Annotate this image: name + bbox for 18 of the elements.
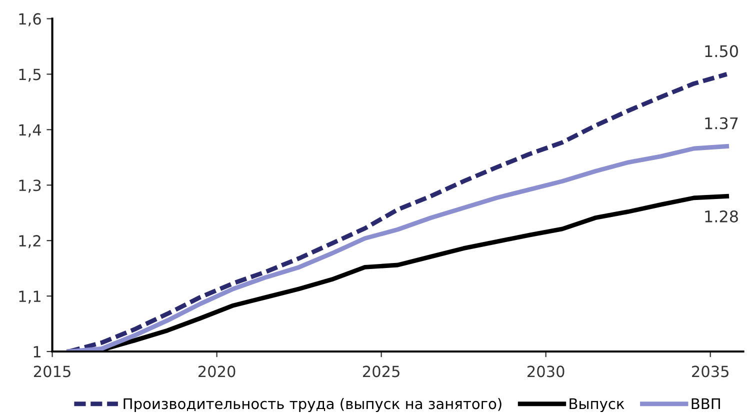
y-tick-label: 1,2: [19, 235, 40, 248]
y-tick-label: 1,5: [19, 68, 41, 82]
data-label: 1.37: [705, 117, 738, 130]
legend-label: Производительность труда (выпуск на занятого): [124, 398, 502, 412]
y-tick-label: 1,6: [19, 13, 41, 26]
legend-label: ВВП: [692, 398, 720, 410]
x-tick-label: 2030: [528, 366, 564, 378]
y-tick-label: 1,3: [19, 180, 41, 193]
data-label: 1.50: [705, 45, 738, 58]
y-tick-label: 1: [34, 346, 40, 358]
x-tick-label: 2035: [692, 366, 728, 378]
x-tick-label: 2015: [34, 366, 70, 378]
x-tick-label: 2025: [363, 366, 400, 378]
legend-label: Выпуск: [570, 398, 624, 412]
y-tick-label: 1,1: [19, 290, 40, 304]
x-tick-label: 2020: [198, 366, 236, 378]
data-label: 1.28: [705, 210, 738, 222]
y-tick-label: 1,4: [19, 124, 42, 138]
